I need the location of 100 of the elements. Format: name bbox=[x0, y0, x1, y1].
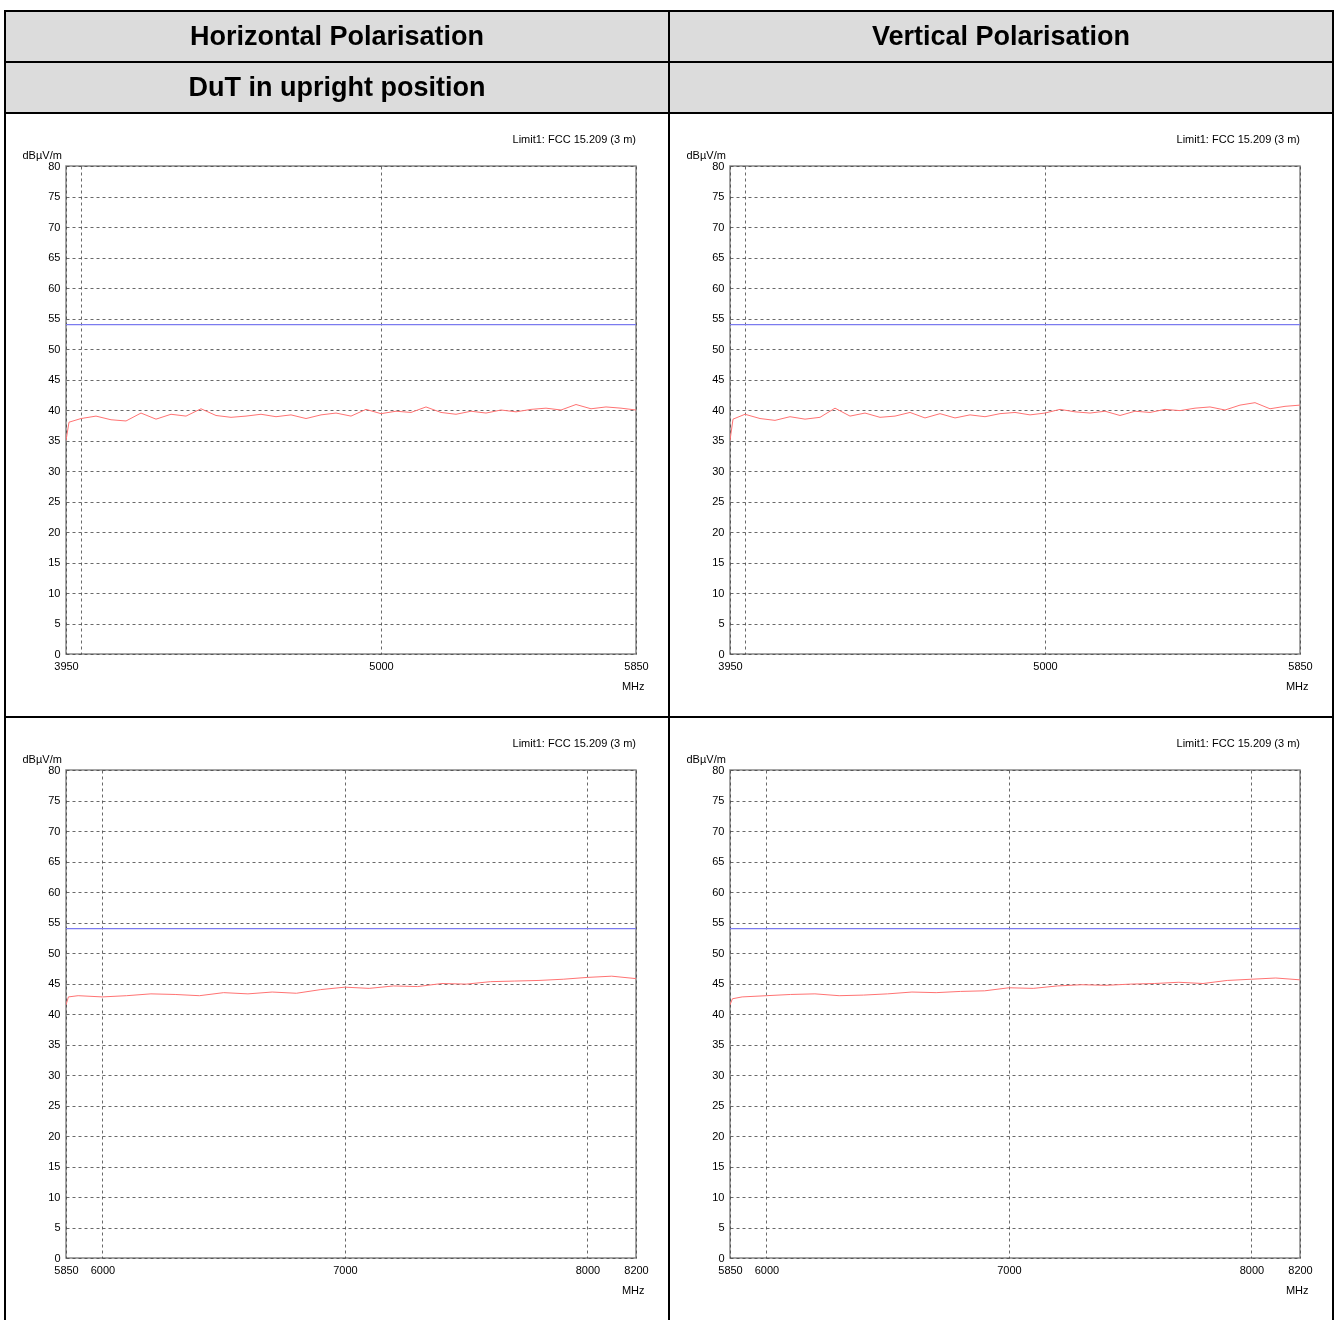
line-series bbox=[66, 404, 636, 441]
text: Limit1: FCC 15.209 (3 m) bbox=[512, 133, 636, 145]
chart-title: Vertical Polarisation bbox=[670, 12, 1334, 63]
x-tick-label: 3950 bbox=[54, 659, 79, 672]
x-tick-label: 3950 bbox=[718, 659, 743, 672]
y-tick-label: 30 bbox=[712, 464, 725, 477]
x-tick-label: 7000 bbox=[997, 1263, 1022, 1276]
y-tick-label: 45 bbox=[712, 977, 725, 989]
line-series bbox=[730, 977, 1300, 1006]
y-tick-label: 0 bbox=[718, 1251, 725, 1264]
y-tick-label: 5 bbox=[54, 1221, 61, 1233]
y-tick-label: 5 bbox=[718, 1221, 725, 1233]
y-tick-label: 60 bbox=[712, 281, 725, 294]
y-tick-label: 75 bbox=[712, 794, 725, 806]
y-tick-label: 25 bbox=[712, 1099, 725, 1111]
x-tick-label: 6000 bbox=[90, 1263, 116, 1276]
x-tick-label: 7000 bbox=[333, 1263, 358, 1276]
y-tick-label: 55 bbox=[712, 916, 725, 928]
y-axis-title: dBµV/m bbox=[686, 752, 726, 765]
x-tick-label: 5000 bbox=[369, 659, 394, 672]
x-axis-title: MHz bbox=[621, 1283, 645, 1296]
y-tick-label: 0 bbox=[54, 1251, 61, 1264]
y-axis-title: dBµV/m bbox=[22, 752, 62, 765]
y-tick-label: 45 bbox=[712, 373, 725, 385]
y-tick-label: 25 bbox=[48, 1099, 61, 1111]
y-tick-label: 30 bbox=[712, 1068, 725, 1081]
y-tick-label: 15 bbox=[48, 1160, 61, 1172]
y-tick-label: 20 bbox=[712, 1129, 725, 1142]
y-tick-label: 35 bbox=[712, 1038, 725, 1050]
x-tick-label: 5850 bbox=[624, 659, 649, 672]
y-tick-label: 80 bbox=[48, 763, 61, 776]
y-tick-label: 60 bbox=[48, 281, 61, 294]
y-tick-label: 75 bbox=[48, 190, 61, 202]
y-tick-label: 40 bbox=[712, 403, 725, 416]
y-tick-label: 10 bbox=[712, 586, 725, 599]
y-tick-label: 45 bbox=[48, 373, 61, 385]
x-tick-label: 8200 bbox=[624, 1263, 649, 1276]
y-axis-title: dBµV/m bbox=[686, 148, 726, 161]
y-tick-label: 50 bbox=[48, 342, 61, 355]
x-axis-title: MHz bbox=[1285, 1283, 1309, 1296]
y-tick-label: 60 bbox=[48, 885, 61, 898]
y-tick-label: 5 bbox=[54, 617, 61, 629]
y-axis-title: dBµV/m bbox=[22, 148, 62, 161]
y-tick-label: 80 bbox=[712, 763, 725, 776]
y-tick-label: 20 bbox=[48, 1129, 61, 1142]
y-tick-label: 15 bbox=[712, 1160, 725, 1172]
y-tick-label: 15 bbox=[712, 556, 725, 568]
y-tick-label: 55 bbox=[48, 312, 61, 324]
text: Limit1: FCC 15.209 (3 m) bbox=[1176, 133, 1300, 145]
y-tick-label: 15 bbox=[48, 556, 61, 568]
y-tick-label: 35 bbox=[48, 1038, 61, 1050]
y-tick-label: 30 bbox=[48, 1068, 61, 1081]
y-tick-label: 50 bbox=[712, 342, 725, 355]
y-tick-label: 30 bbox=[48, 464, 61, 477]
y-tick-label: 10 bbox=[712, 1190, 725, 1203]
y-tick-label: 65 bbox=[712, 855, 725, 867]
x-axis-title: MHz bbox=[1285, 679, 1309, 692]
y-tick-label: 70 bbox=[712, 824, 725, 837]
y-tick-label: 40 bbox=[48, 1007, 61, 1020]
y-tick-label: 0 bbox=[54, 647, 61, 660]
x-tick-label: 5850 bbox=[718, 1263, 743, 1276]
y-tick-label: 20 bbox=[712, 525, 725, 538]
y-tick-label: 10 bbox=[48, 1190, 61, 1203]
y-tick-label: 60 bbox=[712, 885, 725, 898]
y-tick-label: 10 bbox=[48, 586, 61, 599]
y-tick-label: 40 bbox=[48, 403, 61, 416]
y-tick-label: 20 bbox=[48, 525, 61, 538]
x-tick-label: 5850 bbox=[54, 1263, 79, 1276]
x-tick-label: 5000 bbox=[1033, 659, 1058, 672]
y-tick-label: 75 bbox=[712, 190, 725, 202]
y-tick-label: 65 bbox=[48, 855, 61, 867]
x-tick-label: 8000 bbox=[1239, 1263, 1265, 1276]
y-tick-label: 65 bbox=[48, 251, 61, 263]
y-tick-label: 25 bbox=[712, 495, 725, 507]
chart-title: Horizontal Polarisation bbox=[6, 12, 670, 63]
text: Limit1: FCC 15.209 (3 m) bbox=[1176, 737, 1300, 749]
y-tick-label: 5 bbox=[718, 617, 725, 629]
y-tick-label: 45 bbox=[48, 977, 61, 989]
y-tick-label: 80 bbox=[712, 159, 725, 172]
y-tick-label: 40 bbox=[712, 1007, 725, 1020]
y-tick-label: 70 bbox=[48, 220, 61, 233]
y-tick-label: 55 bbox=[712, 312, 725, 324]
x-tick-label: 5850 bbox=[1288, 659, 1313, 672]
y-tick-label: 65 bbox=[712, 251, 725, 263]
y-tick-label: 80 bbox=[48, 159, 61, 172]
line-series bbox=[730, 402, 1300, 441]
x-tick-label: 6000 bbox=[754, 1263, 780, 1276]
x-tick-label: 8200 bbox=[1288, 1263, 1313, 1276]
x-tick-label: 8000 bbox=[575, 1263, 601, 1276]
chart-subtitle: DuT in upright position bbox=[6, 63, 670, 114]
y-tick-label: 0 bbox=[718, 647, 725, 660]
y-tick-label: 75 bbox=[48, 794, 61, 806]
y-tick-label: 55 bbox=[48, 916, 61, 928]
x-axis-title: MHz bbox=[621, 679, 645, 692]
y-tick-label: 50 bbox=[48, 946, 61, 959]
y-tick-label: 25 bbox=[48, 495, 61, 507]
text: Limit1: FCC 15.209 (3 m) bbox=[512, 737, 636, 749]
y-tick-label: 70 bbox=[48, 824, 61, 837]
y-tick-label: 70 bbox=[712, 220, 725, 233]
y-tick-label: 50 bbox=[712, 946, 725, 959]
